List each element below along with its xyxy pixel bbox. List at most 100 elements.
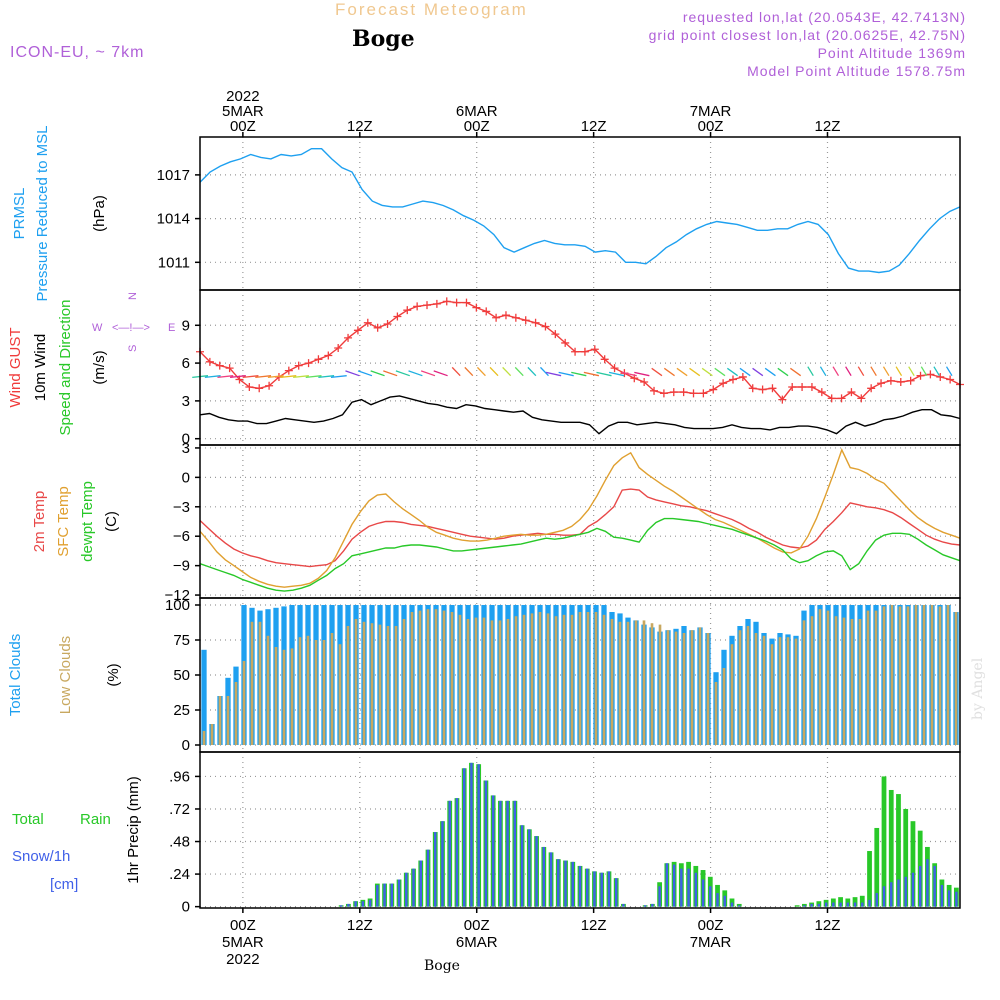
gust-marker [896,377,905,386]
wind-arrow [895,366,903,377]
low-clouds-bar [354,619,358,745]
low-clouds-bar [498,620,502,745]
low-clouds-bar [210,724,214,745]
snow-1h-bar [810,903,813,907]
gust-marker [719,379,728,388]
model-point-altitude: Model Point Altitude 1578.75m [747,63,966,79]
snow-1h-bar [462,768,466,907]
low-clouds-bar [778,637,782,745]
snow-1h-bar [824,902,828,907]
low-clouds-bar [442,610,446,745]
gust-marker [403,306,412,315]
snow-1h-bar [875,893,878,907]
point-altitude: Point Altitude 1369m [817,45,966,61]
snow-1h-bar [513,800,517,907]
wind-arrow [819,366,827,377]
snow-1h-bar [846,902,850,907]
low-clouds-bar [362,621,366,745]
top-time-label: 12Z [347,118,373,135]
snow-1h-bar [434,832,437,907]
gust-marker [521,316,530,325]
snow-1h-bar [405,872,408,907]
low-clouds-bar [650,623,654,745]
total-clouds-bar [201,649,207,745]
low-clouds-bar [482,617,486,745]
wind-arrow [255,375,272,379]
gust-marker [462,298,471,307]
snow-1h-bar [354,901,357,907]
wind-arrow [293,375,309,379]
wind-arrow [908,366,915,377]
gust-marker [205,357,214,366]
low-clouds-bar [514,616,518,745]
panel-frame [199,751,961,909]
gust-marker [324,351,333,360]
compass-cross: <—!—> [112,322,150,334]
wind-arrow [230,375,246,379]
snow-1h-bar [643,905,647,907]
compass-e: E [168,322,175,334]
snow-1h-bar [839,902,842,907]
gust-marker [867,384,876,393]
wind-arrow [596,371,612,377]
snow-1h-bar [687,868,690,907]
ylabel-pressure-reduced-to-msl: Pressure Reduced to MSL [34,126,51,302]
low-clouds-bar [554,616,558,745]
snow-1h-bar [571,861,574,907]
wind-arrow [204,375,221,379]
ytick-label: 9 [182,317,190,334]
ylabel-10m-wind: 10m Wind [32,334,49,402]
wind-panel [192,289,964,446]
wind-arrow [882,366,890,377]
total-rain-bar [794,905,800,907]
snow-1h-bar [383,883,386,907]
snow-1h-bar [926,859,929,907]
gust-marker [423,301,432,310]
low-clouds-bar [290,648,294,745]
ytick-label: 6 [182,355,190,372]
gust-marker [334,343,343,352]
ylabel-low-clouds: Low Clouds [57,636,74,714]
ytick-label: 0 [182,431,190,448]
gust-marker [215,361,224,370]
snow-1h-bar [520,825,524,907]
snow-1h-bar [477,764,480,907]
wind-arrow [305,375,322,379]
low-clouds-bar [682,633,686,745]
wind-arrow [714,367,726,377]
wind-arrow [701,367,713,377]
ylabel-total-clouds: Total Clouds [7,634,24,717]
gust-marker [511,313,520,322]
top-time-label: 2022 [226,88,259,105]
low-clouds-bar [786,637,790,745]
bottom-time-label: 00Z [230,917,256,934]
gust-marker [679,388,688,397]
top-time-label: 00Z [698,118,724,135]
wind-arrow [790,367,802,377]
low-clouds-bar [714,682,718,745]
snow-1h-bar [730,902,734,907]
ylabel-speed-and-direction: Speed and Direction [57,300,74,436]
top-time-label: 7MAR [690,103,732,120]
low-clouds-bar [234,682,238,745]
low-clouds-bar [434,609,438,745]
gust-marker [304,359,313,368]
snow-1h-bar [535,836,538,907]
gust-marker [531,318,540,327]
snow-1h-bar [803,905,806,907]
ylabel-precip: 1hr Precip (mm) [125,776,142,884]
snow-1h-bar [412,868,415,907]
ytick-label: 25 [173,702,190,719]
low-clouds-bar [858,619,862,745]
snow-1h-bar [911,872,915,907]
bottom-time-label: 2022 [226,951,259,968]
ylabel-dewpt-temp: dewpt Temp [79,481,96,562]
compass-n: N [127,292,139,300]
gust-marker [857,394,866,403]
wind-arrow [857,366,865,377]
wind-gust-line [199,300,961,401]
wind-arrow [489,366,499,377]
wind-arrow [318,375,335,379]
snow-1h-bar [470,762,473,907]
low-clouds-bar [266,635,270,745]
